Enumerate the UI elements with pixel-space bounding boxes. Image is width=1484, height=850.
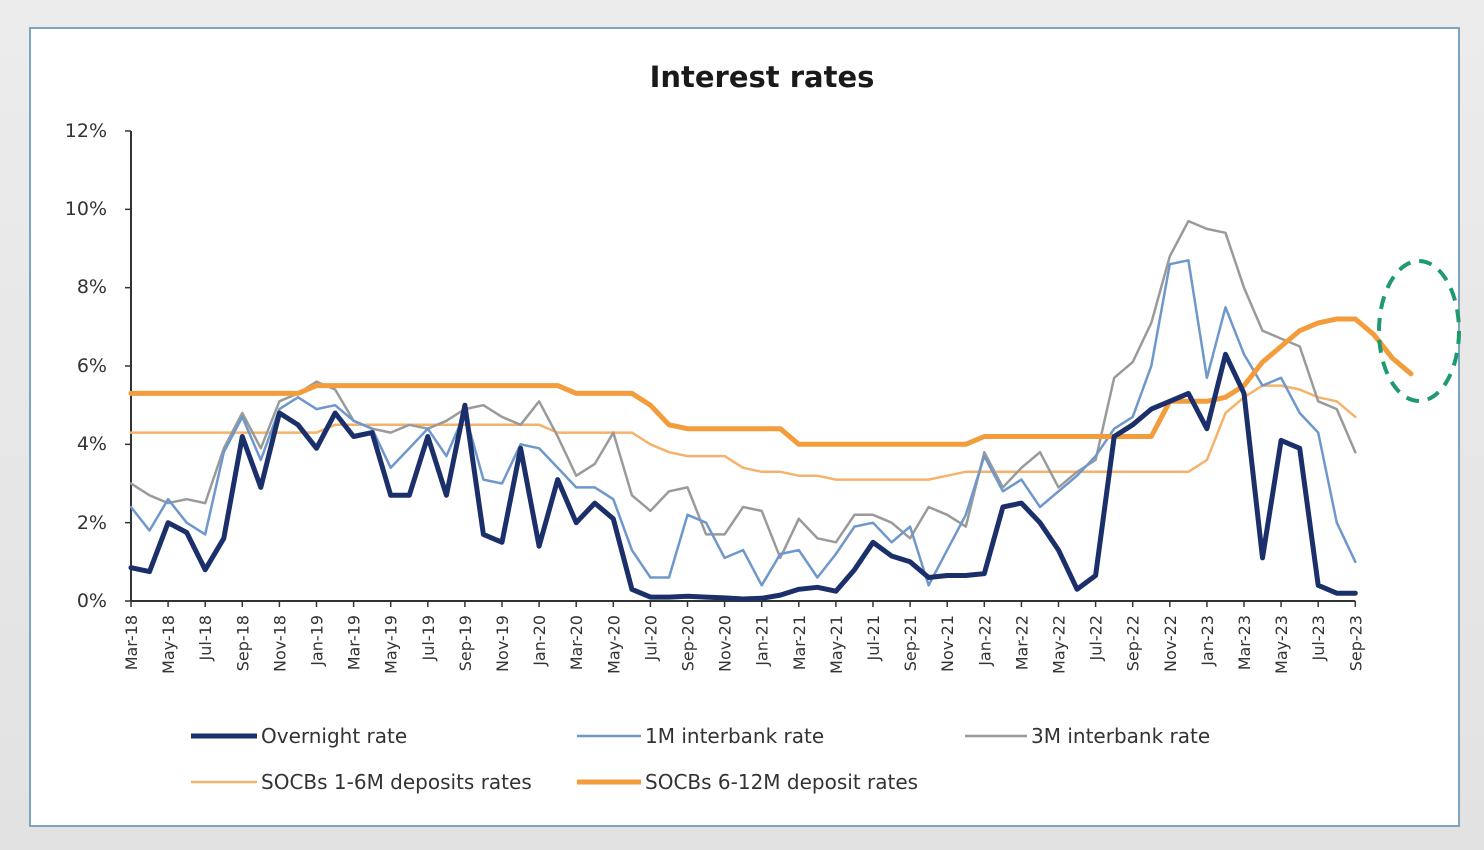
x-tick-label: Nov-22 — [1161, 615, 1180, 672]
x-tick-label: Jul-19 — [419, 615, 438, 661]
series-layer — [128, 219, 1414, 602]
series-line-socbs-6-12m-deposit-rates — [128, 316, 1414, 447]
x-tick-label: Sep-18 — [233, 615, 252, 671]
y-tick-label: 6% — [77, 355, 107, 377]
x-tick-label: Nov-18 — [270, 615, 289, 672]
x-tick-label: Mar-19 — [345, 615, 364, 670]
x-tick-label: Mar-23 — [1235, 615, 1254, 670]
x-tick-label: Sep-21 — [901, 615, 920, 671]
legend-label-socb-6-12m: SOCBs 6-12M deposit rates — [645, 770, 918, 794]
x-tick-label: Mar-18 — [122, 615, 141, 670]
y-tick-label: 12% — [65, 120, 107, 142]
x-tick-label: Jan-19 — [308, 615, 327, 667]
x-tick-label: Jan-20 — [530, 615, 549, 667]
x-tick-label: Nov-20 — [716, 615, 735, 672]
x-tick-label: Jan-23 — [1198, 615, 1217, 667]
legend-label-1m: 1M interbank rate — [645, 724, 824, 748]
x-tick-label: May-18 — [159, 615, 178, 674]
x-tick-label: May-23 — [1272, 615, 1291, 674]
x-tick-label: Jul-18 — [196, 615, 215, 661]
y-tick-label: 4% — [77, 433, 107, 455]
x-tick-label: Nov-21 — [938, 615, 957, 672]
x-tick-label: Jul-22 — [1087, 615, 1106, 661]
x-tick-label: Sep-20 — [679, 615, 698, 671]
series-line-socbs-1-6m-deposits-rates — [129, 384, 1357, 481]
axes — [125, 130, 1356, 602]
chart-title: Interest rates — [650, 60, 875, 94]
x-tick-label: Jul-20 — [641, 615, 660, 661]
x-tick-label: Nov-19 — [493, 615, 512, 672]
x-tick-label: Sep-19 — [456, 615, 475, 671]
x-tick-label: Mar-20 — [567, 615, 586, 670]
y-axis-ticks: 0% 2% 4% 6% 8% 10% 12% — [65, 120, 107, 612]
y-tick-label: 10% — [65, 198, 107, 220]
chart-area: Interest rates 0% 2% 4% 6% 8% 10% 12% Ma… — [65, 60, 1461, 794]
legend: Overnight rate 1M interbank rate 3M inte… — [191, 724, 1210, 794]
y-tick-label: 2% — [77, 512, 107, 534]
x-tick-label: Mar-21 — [790, 615, 809, 670]
x-tick-label: Jul-23 — [1309, 615, 1328, 661]
x-tick-label: Sep-22 — [1124, 615, 1143, 671]
legend-label-socb-1-6m: SOCBs 1-6M deposits rates — [261, 770, 532, 794]
x-tick-label: Jul-21 — [864, 615, 883, 661]
chart-frame: Interest rates 0% 2% 4% 6% 8% 10% 12% Ma… — [29, 27, 1461, 827]
y-tick-label: 0% — [77, 590, 107, 612]
legend-label-overnight: Overnight rate — [261, 724, 407, 748]
x-axis-ticks: Mar-18 May-18 Jul-18 Sep-18 Nov-18 Jan-19 Mar-… — [122, 601, 1365, 674]
x-tick-label: Mar-22 — [1012, 615, 1031, 670]
x-tick-label: May-21 — [827, 615, 846, 674]
legend-label-3m: 3M interbank rate — [1031, 724, 1210, 748]
series-line-3m-interbank-rate — [129, 219, 1357, 560]
series-line-1m-interbank-rate — [129, 259, 1357, 587]
x-tick-label: May-19 — [382, 615, 401, 674]
x-tick-label: Jan-21 — [753, 615, 772, 667]
x-tick-label: Sep-23 — [1346, 615, 1365, 671]
x-tick-label: May-22 — [1050, 615, 1069, 674]
x-tick-label: Jan-22 — [975, 615, 994, 667]
y-tick-label: 8% — [77, 276, 107, 298]
x-tick-label: May-20 — [604, 615, 623, 674]
highlight-ellipse — [1377, 259, 1461, 403]
series-line-overnight-rate — [128, 351, 1358, 602]
